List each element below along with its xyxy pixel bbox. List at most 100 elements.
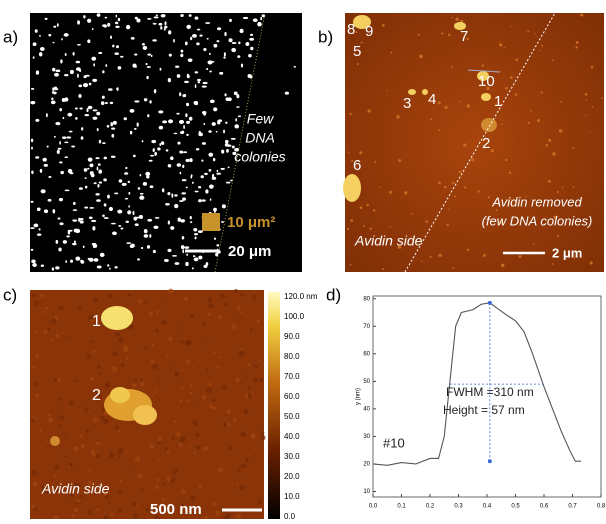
particle bbox=[214, 238, 216, 240]
grain bbox=[251, 352, 253, 354]
particle bbox=[197, 79, 201, 82]
particle bbox=[89, 207, 94, 209]
particle bbox=[198, 199, 202, 202]
particle bbox=[159, 126, 163, 130]
particle bbox=[194, 236, 196, 239]
particle bbox=[557, 191, 559, 193]
particle bbox=[182, 249, 184, 253]
particle bbox=[389, 191, 392, 194]
particle bbox=[200, 175, 203, 178]
y-tick-label: 10 bbox=[363, 489, 370, 495]
particle bbox=[444, 186, 447, 189]
y-tick-label: 70 bbox=[363, 324, 370, 330]
grain bbox=[156, 310, 159, 313]
particle bbox=[45, 18, 48, 20]
grain bbox=[127, 293, 130, 296]
particle bbox=[182, 94, 186, 97]
particle bbox=[167, 192, 170, 195]
particle bbox=[58, 148, 62, 150]
colorbar-label: 80.0 bbox=[284, 352, 300, 361]
grain bbox=[59, 415, 64, 420]
particle bbox=[205, 189, 208, 193]
particle bbox=[65, 260, 67, 263]
particle bbox=[591, 66, 594, 69]
particle bbox=[459, 171, 462, 174]
particle bbox=[245, 42, 249, 46]
particle bbox=[33, 42, 37, 46]
particle bbox=[530, 110, 532, 112]
particle bbox=[430, 118, 432, 120]
grain bbox=[43, 311, 46, 314]
grain bbox=[121, 363, 125, 367]
particle bbox=[366, 204, 369, 207]
particle bbox=[40, 169, 43, 173]
particle bbox=[182, 236, 185, 240]
particle bbox=[153, 226, 158, 229]
particle bbox=[552, 60, 554, 62]
particle bbox=[51, 97, 53, 100]
grain bbox=[145, 301, 148, 304]
particle bbox=[198, 186, 201, 188]
grain bbox=[225, 303, 228, 306]
grain bbox=[195, 400, 197, 402]
particle bbox=[552, 263, 554, 265]
grain bbox=[240, 432, 245, 437]
particle bbox=[50, 436, 60, 446]
particle bbox=[206, 68, 208, 70]
particle bbox=[370, 227, 372, 229]
particle bbox=[169, 54, 172, 57]
particle bbox=[41, 189, 46, 193]
particle bbox=[585, 93, 588, 96]
grain bbox=[89, 411, 91, 413]
grain bbox=[206, 369, 208, 371]
particle bbox=[109, 268, 111, 270]
particle bbox=[177, 74, 181, 78]
grain bbox=[105, 383, 110, 388]
grain bbox=[254, 365, 257, 368]
particle bbox=[222, 204, 226, 208]
particle bbox=[471, 158, 474, 161]
particle bbox=[438, 129, 440, 131]
particle bbox=[141, 247, 143, 249]
colorbar-label: 60.0 bbox=[284, 392, 300, 401]
particle bbox=[146, 63, 148, 65]
particle bbox=[183, 125, 185, 129]
particle bbox=[447, 224, 449, 226]
particle bbox=[150, 155, 154, 157]
particle bbox=[66, 136, 71, 138]
particle bbox=[180, 14, 183, 17]
particle bbox=[185, 41, 188, 45]
particle bbox=[35, 156, 39, 158]
grain bbox=[237, 306, 241, 310]
particle bbox=[78, 218, 80, 222]
particle bbox=[185, 113, 187, 117]
particle bbox=[110, 102, 113, 104]
particle bbox=[210, 100, 215, 104]
particle bbox=[491, 149, 494, 152]
particle bbox=[349, 113, 351, 115]
particle bbox=[104, 203, 107, 206]
particle bbox=[128, 181, 130, 183]
particle bbox=[231, 138, 236, 140]
particle bbox=[223, 130, 225, 134]
particle bbox=[72, 243, 77, 245]
grain bbox=[158, 459, 160, 461]
particle bbox=[197, 29, 200, 31]
grain bbox=[31, 418, 36, 423]
grain bbox=[232, 418, 237, 423]
particle bbox=[208, 130, 211, 133]
particle bbox=[40, 47, 45, 51]
particle bbox=[61, 38, 63, 40]
particle bbox=[91, 174, 95, 178]
grain bbox=[239, 351, 245, 357]
grain bbox=[48, 414, 51, 417]
grain bbox=[149, 444, 154, 449]
particle bbox=[238, 42, 240, 45]
particle bbox=[203, 265, 207, 268]
particle bbox=[192, 267, 194, 269]
grain bbox=[87, 355, 91, 359]
particle bbox=[114, 52, 119, 55]
particle bbox=[88, 106, 93, 110]
particle bbox=[145, 172, 150, 176]
particle bbox=[67, 113, 72, 117]
